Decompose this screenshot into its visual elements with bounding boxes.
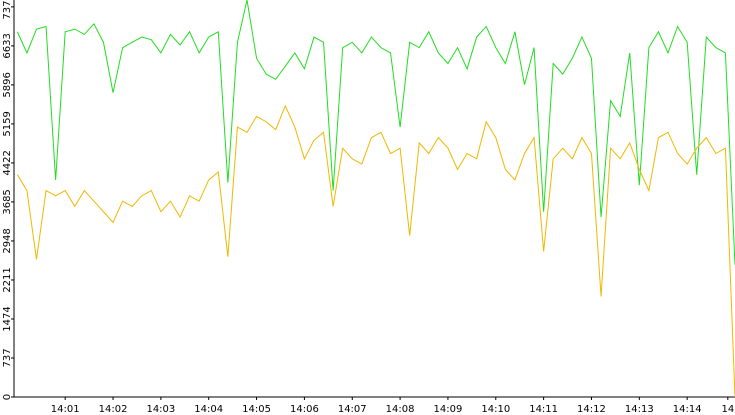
y-tick-label: 7370 — [2, 0, 13, 20]
y-tick-label: 2948 — [2, 228, 13, 253]
x-tick-label: 14:04 — [194, 404, 223, 415]
x-tick-label: 14:08 — [386, 404, 415, 415]
y-tick-label: 5159 — [2, 111, 13, 136]
series-line — [16, 104, 735, 398]
x-tick-label: 14:12 — [577, 404, 606, 415]
y-tick-label: 5896 — [2, 72, 13, 97]
x-tick-label: 14 — [721, 404, 734, 415]
x-tick-label: 14:06 — [290, 404, 319, 415]
x-tick-label: 14:07 — [338, 404, 367, 415]
x-tick-label: 14:09 — [434, 404, 463, 415]
series-line — [16, 0, 735, 265]
y-tick-label: 737 — [2, 348, 13, 367]
y-tick-label: 0 — [2, 394, 13, 400]
y-tick-label: 6633 — [2, 33, 13, 58]
y-tick-label: 4422 — [2, 150, 13, 175]
x-tick-label: 14:11 — [529, 404, 558, 415]
x-tick-label: 14:05 — [242, 404, 271, 415]
y-tick-label: 2211 — [2, 267, 13, 292]
x-tick-label: 14:10 — [481, 404, 510, 415]
x-tick-label: 14:03 — [146, 404, 175, 415]
x-tick-label: 14:02 — [99, 404, 128, 415]
x-tick-label: 14:13 — [625, 404, 654, 415]
x-tick-label: 14:14 — [673, 404, 702, 415]
y-tick-label: 3685 — [2, 189, 13, 214]
y-tick-label: 1474 — [2, 306, 13, 331]
x-tick-label: 14:01 — [51, 404, 80, 415]
